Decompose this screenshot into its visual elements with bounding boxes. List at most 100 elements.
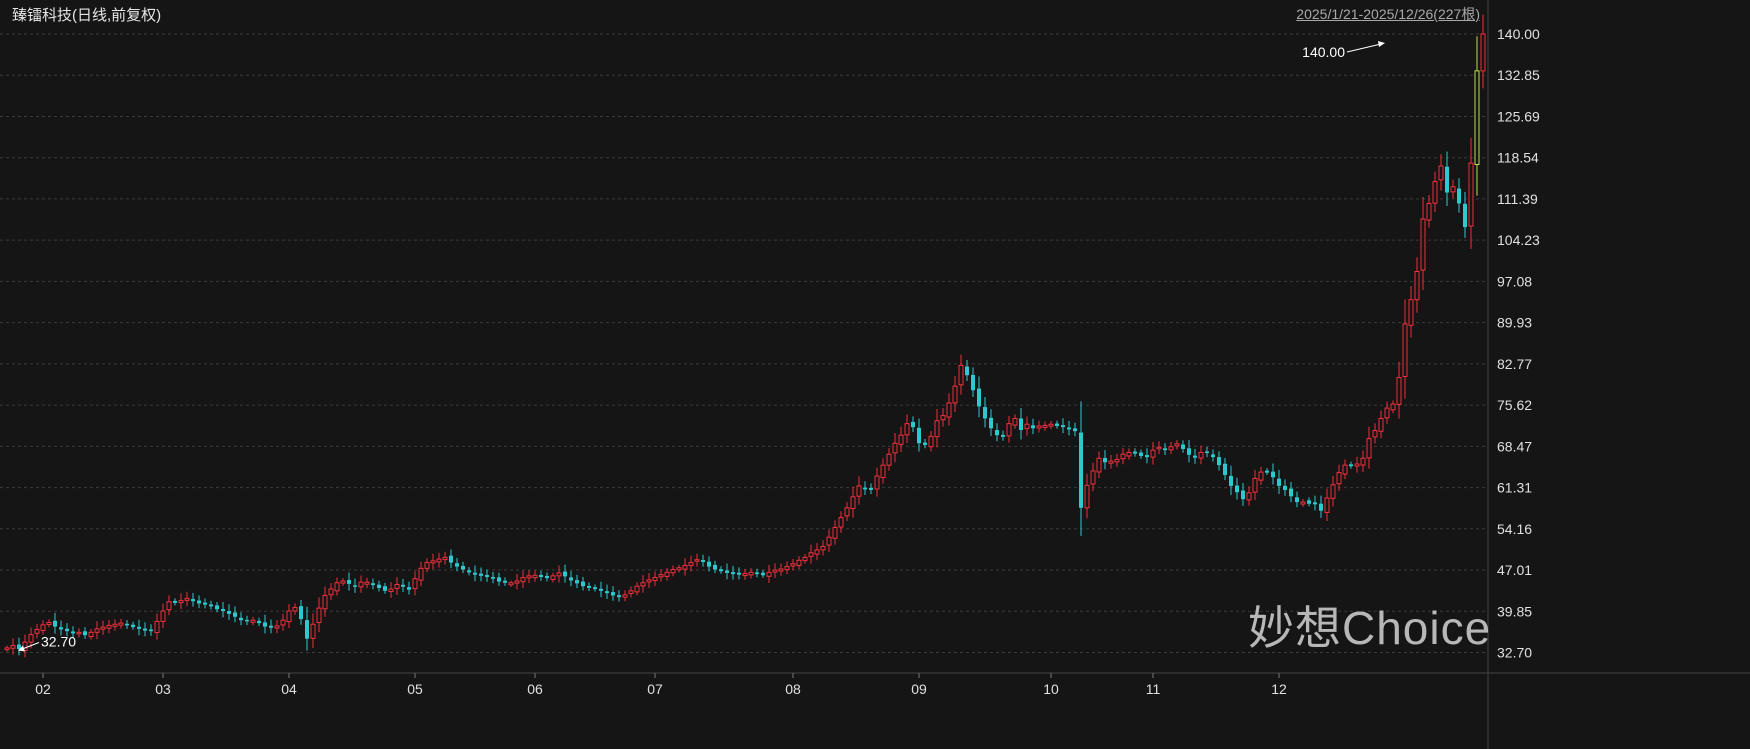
candle-body bbox=[1012, 417, 1018, 426]
candle-body bbox=[1307, 500, 1311, 504]
candle-body bbox=[532, 574, 538, 579]
candle-body bbox=[676, 567, 682, 571]
candle-body bbox=[430, 560, 436, 564]
candle-body bbox=[364, 581, 370, 585]
candle-body bbox=[1139, 452, 1143, 456]
y-tick-label: 39.85 bbox=[1497, 603, 1532, 619]
candle-body bbox=[1024, 423, 1030, 430]
candle-body bbox=[622, 594, 628, 598]
candle-body bbox=[1474, 70, 1480, 166]
candle-body bbox=[1103, 457, 1107, 463]
candle-body bbox=[1126, 451, 1132, 457]
candle-body bbox=[473, 572, 477, 575]
candle-body bbox=[1271, 471, 1275, 478]
candle-body bbox=[1408, 299, 1414, 326]
y-tick-label: 68.47 bbox=[1497, 438, 1532, 454]
candle-body bbox=[983, 407, 987, 419]
candle-body bbox=[1211, 454, 1215, 458]
candle-body bbox=[401, 584, 405, 587]
candle-body bbox=[725, 570, 729, 573]
candle-body bbox=[322, 594, 328, 610]
candle-body bbox=[292, 607, 298, 612]
candle-body bbox=[646, 579, 652, 583]
candle-body bbox=[731, 572, 735, 575]
max-value-label: 140.00 bbox=[1302, 44, 1345, 60]
candle-body bbox=[1246, 492, 1252, 501]
candle-body bbox=[1174, 443, 1180, 447]
candle-body bbox=[1042, 424, 1048, 428]
candle-body bbox=[1450, 186, 1456, 193]
candle-body bbox=[737, 572, 741, 575]
candle-body bbox=[748, 571, 754, 576]
y-tick-label: 132.85 bbox=[1497, 67, 1540, 83]
candle-body bbox=[1073, 428, 1077, 432]
candle-body bbox=[1330, 484, 1336, 499]
candle-body bbox=[1084, 484, 1090, 509]
candle-body bbox=[239, 617, 243, 621]
candle-body bbox=[856, 485, 862, 497]
candle-body bbox=[377, 584, 381, 588]
candle-body bbox=[412, 578, 418, 590]
candle-body bbox=[1438, 165, 1444, 181]
max-arrow-line bbox=[1346, 43, 1382, 53]
candle-body bbox=[197, 600, 201, 604]
candle-body bbox=[1390, 403, 1396, 411]
candle-body bbox=[112, 623, 118, 627]
candle-body bbox=[844, 507, 850, 517]
candle-body bbox=[886, 453, 892, 466]
candle-body bbox=[353, 585, 357, 587]
y-tick-label: 104.23 bbox=[1497, 232, 1540, 248]
candle-body bbox=[125, 623, 129, 626]
candle-body bbox=[1223, 463, 1227, 475]
candle-body bbox=[227, 610, 231, 614]
candle-body bbox=[1019, 418, 1023, 431]
x-tick-label: 08 bbox=[785, 681, 801, 697]
candle-body bbox=[71, 631, 75, 634]
candle-body bbox=[605, 591, 609, 594]
y-tick-label: 82.77 bbox=[1497, 356, 1532, 372]
candle-body bbox=[455, 563, 459, 567]
candle-body bbox=[664, 571, 670, 577]
candle-body bbox=[257, 620, 261, 624]
y-tick-label: 61.31 bbox=[1497, 480, 1532, 496]
candle-body bbox=[784, 566, 790, 571]
candle-body bbox=[1145, 455, 1149, 458]
candle-body bbox=[1205, 451, 1209, 454]
candle-body bbox=[1061, 425, 1065, 428]
candle-body bbox=[766, 571, 772, 577]
x-tick-label: 12 bbox=[1271, 681, 1287, 697]
candle-body bbox=[1396, 377, 1402, 405]
candle-body bbox=[971, 374, 975, 391]
candle-body bbox=[965, 366, 969, 376]
candle-body bbox=[1181, 444, 1185, 450]
candle-body bbox=[118, 622, 124, 626]
candle-body bbox=[701, 559, 705, 563]
candle-body bbox=[670, 568, 676, 574]
candle-body bbox=[1036, 425, 1042, 429]
candle-body bbox=[34, 628, 40, 634]
candle-body bbox=[628, 590, 634, 594]
candle-body bbox=[1252, 477, 1258, 493]
candle-body bbox=[1079, 432, 1083, 508]
candle-body bbox=[1354, 463, 1360, 467]
candle-body bbox=[131, 624, 135, 628]
candle-body bbox=[83, 631, 87, 636]
candle-body bbox=[407, 587, 411, 590]
candle-body bbox=[250, 619, 256, 623]
date-range-label[interactable]: 2025/1/21-2025/12/26(227根) bbox=[1296, 6, 1480, 22]
watermark: 妙想Choice bbox=[1248, 602, 1492, 654]
candle-body bbox=[940, 415, 946, 421]
candle-body bbox=[88, 631, 94, 638]
candle-body bbox=[599, 588, 603, 591]
candle-body bbox=[1384, 407, 1390, 419]
candle-body bbox=[611, 592, 615, 596]
candle-body bbox=[556, 572, 562, 577]
candle-body bbox=[263, 622, 267, 627]
candle-body bbox=[526, 575, 532, 579]
candle-body bbox=[1168, 446, 1174, 451]
candle-body bbox=[1414, 270, 1420, 301]
candle-body bbox=[1402, 323, 1408, 378]
candle-body bbox=[707, 561, 711, 567]
candle-body bbox=[1241, 490, 1245, 500]
